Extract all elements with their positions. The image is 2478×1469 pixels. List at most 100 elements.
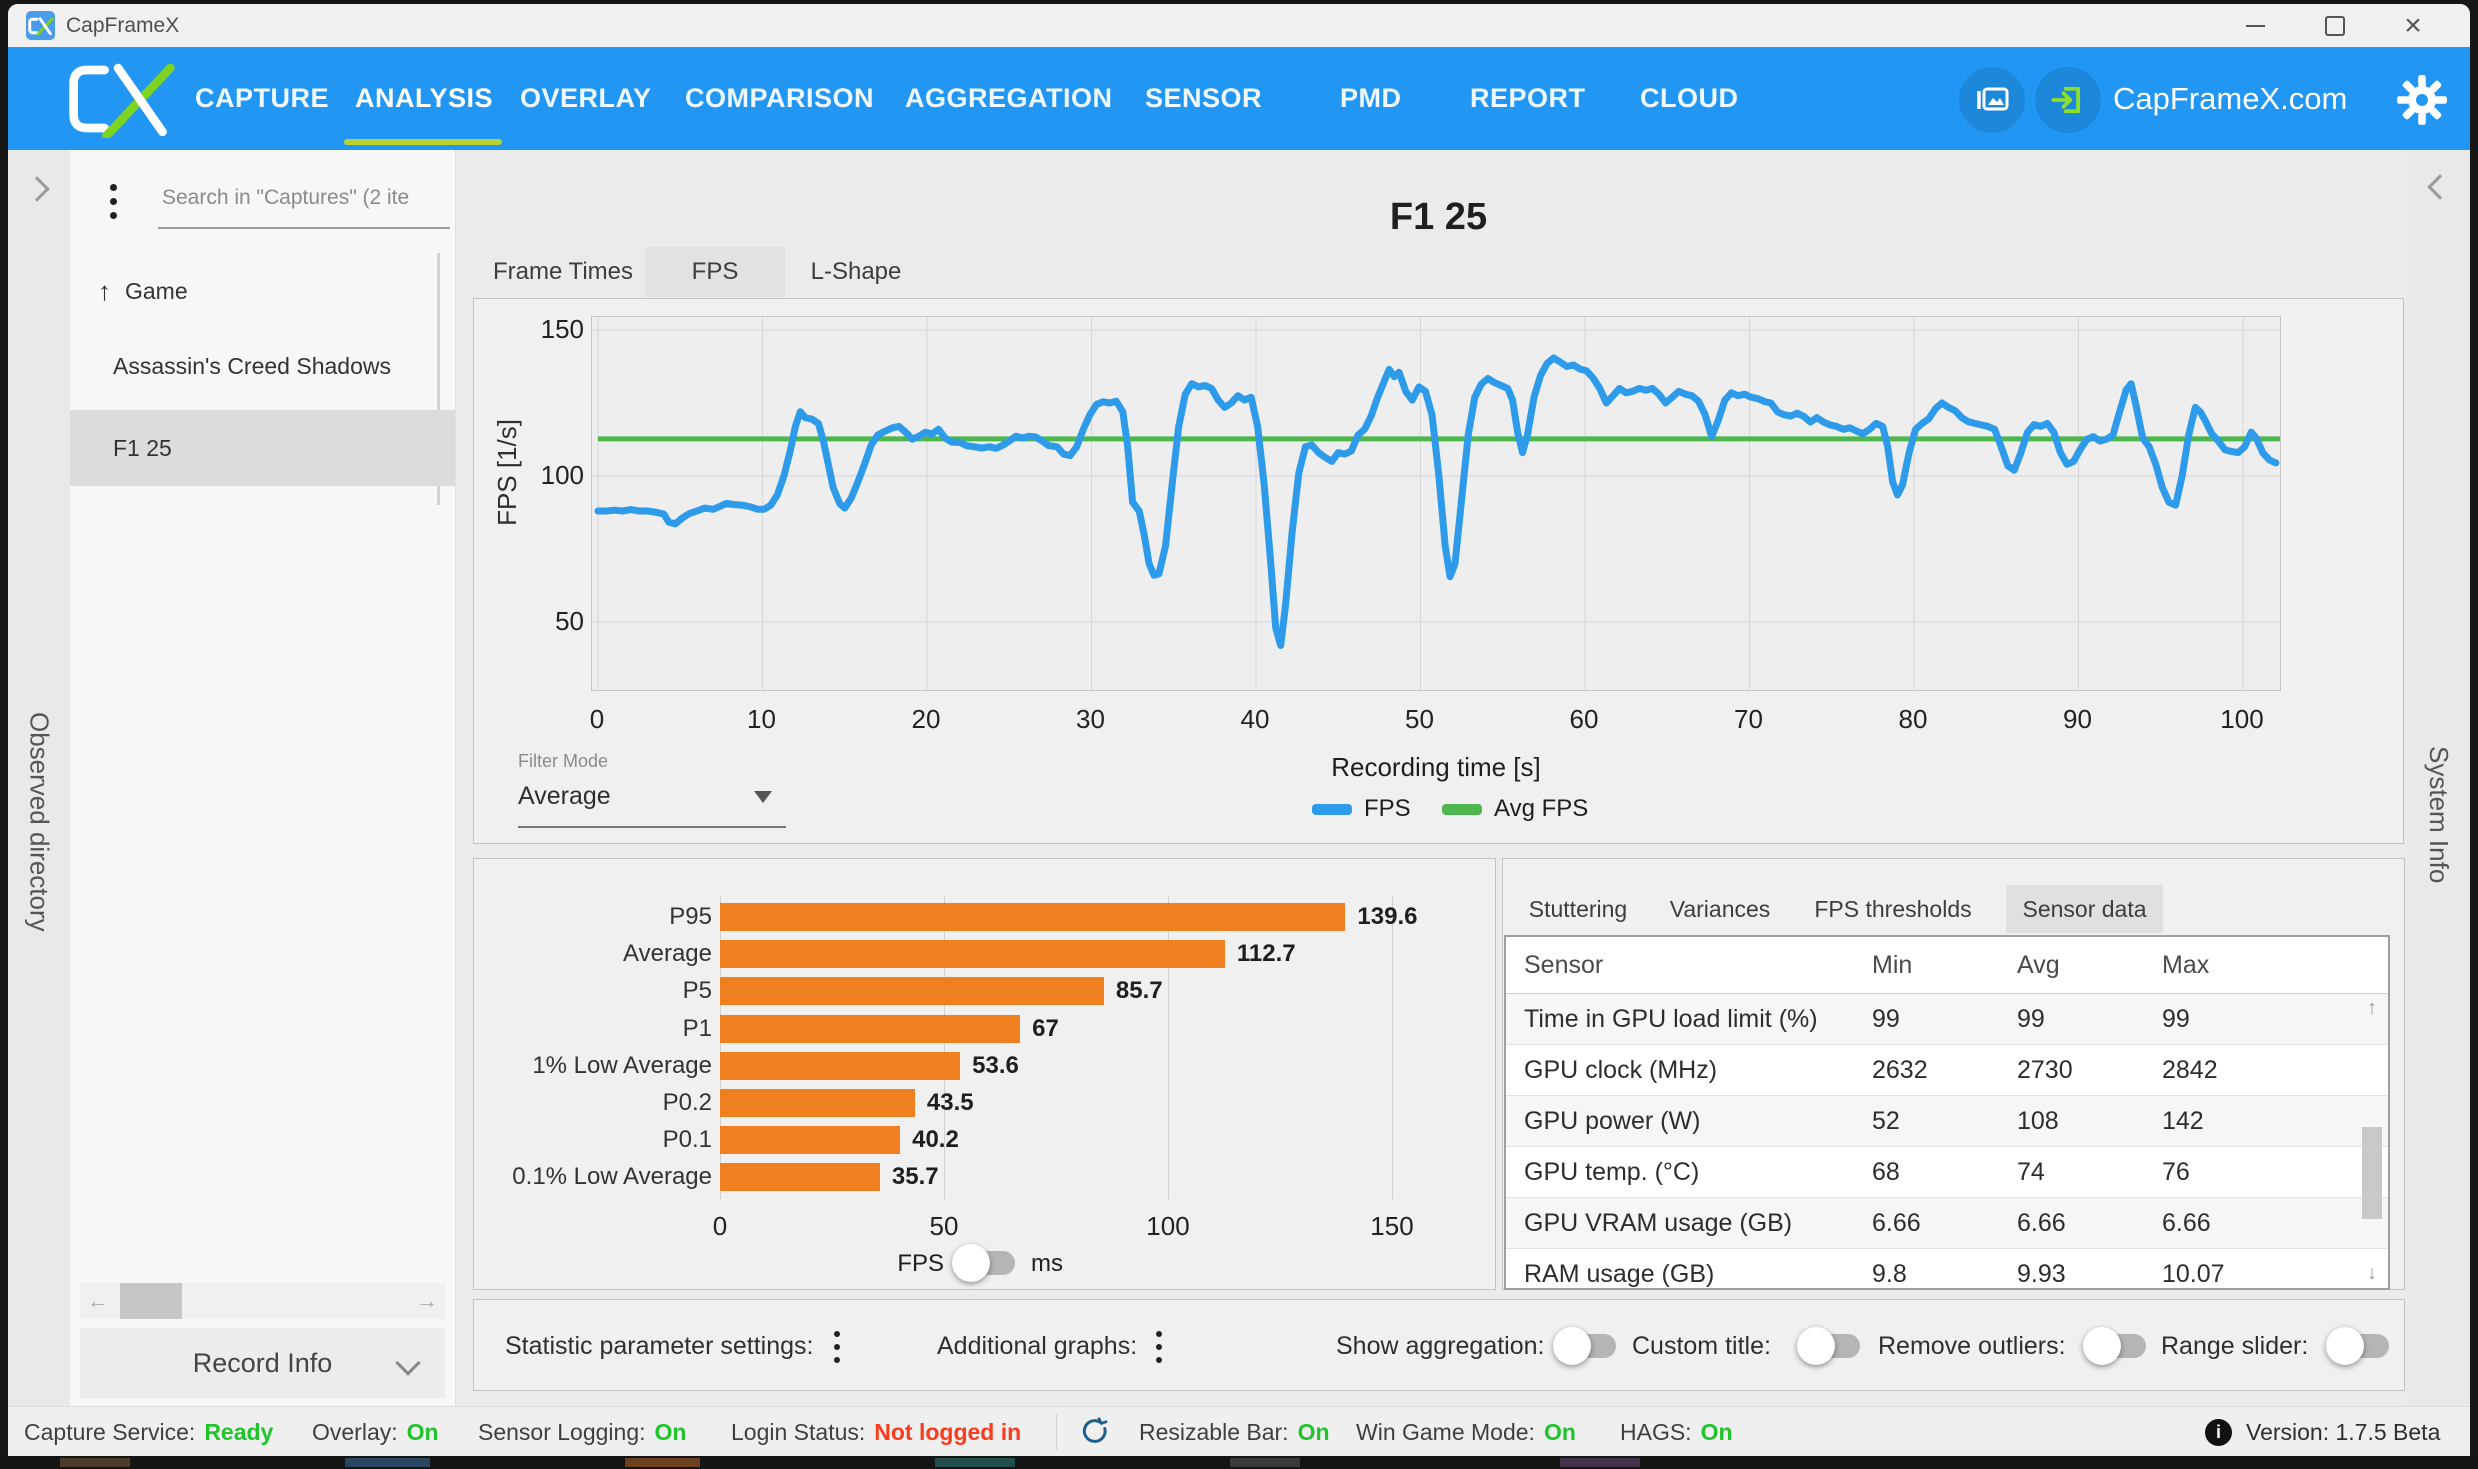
remove-outliers-toggle[interactable] [2083,1327,2146,1365]
status-label: Resizable Bar: [1139,1419,1289,1445]
sort-by-game[interactable]: ↑ Game [98,276,188,307]
refresh-icon[interactable] [1080,1417,1110,1447]
minimize-button[interactable] [2226,4,2284,47]
login-button[interactable] [2035,67,2101,133]
taskbar-blip [1230,1458,1300,1467]
controls-panel: Statistic parameter settings: Additional… [473,1299,2405,1391]
taskbar-blip [1560,1458,1640,1467]
scroll-left-icon[interactable]: ← [87,1288,109,1313]
nav-report[interactable]: REPORT [1470,83,1586,113]
ms-unit-label: ms [1031,1250,1063,1277]
screenshot-button[interactable] [1959,67,2025,133]
legend-fps-label: FPS [1364,795,1411,822]
sensor-table-row[interactable]: GPU power (W) 52 108 142 [1506,1096,2388,1147]
sensor-logging-status: Sensor Logging: On [478,1407,686,1456]
bar [720,1014,1021,1043]
fps-ms-toggle[interactable] [952,1244,1015,1282]
tab-fps-thresholds[interactable]: FPS thresholds [1814,896,1972,922]
left-rail: Observed directory [8,150,70,1406]
system-info-label[interactable]: System Info [2424,746,2454,884]
status-label: HAGS: [1620,1419,1692,1445]
capframex-site-link[interactable]: CapFrameX.com [2113,81,2348,116]
tab-stuttering[interactable]: Stuttering [1528,896,1628,922]
scroll-right-icon[interactable]: → [416,1288,438,1313]
expand-sidebar-icon[interactable] [24,176,50,202]
table-scrollbar-thumb[interactable] [2362,1127,2382,1219]
sensor-table-row[interactable]: Time in GPU load limit (%) 99 99 99 [1506,994,2388,1045]
list-item-ac-shadows[interactable]: Assassin's Creed Shadows [113,353,391,379]
bar-x-tick: 0 [712,1211,728,1241]
show-aggregation-toggle[interactable] [1553,1327,1616,1365]
status-label: Capture Service: [24,1419,196,1445]
scrollbar-thumb[interactable] [120,1283,182,1319]
dropdown-arrow-icon[interactable] [754,791,772,803]
nav-pmd[interactable]: PMD [1340,83,1402,113]
sort-label: Game [125,278,188,304]
sensor-table-cell: 2730 [2017,1056,2073,1084]
search-input[interactable]: Search in "Captures" (2 ite [162,186,410,209]
statistic-settings-menu-icon[interactable] [834,1331,840,1363]
captures-sidebar: Search in "Captures" (2 ite ↑ Game Assas… [70,150,456,1406]
status-value: Ready [204,1419,274,1445]
filter-mode-underline [518,826,786,828]
tab-fps[interactable]: FPS [645,247,785,297]
sensor-table-row[interactable]: GPU temp. (°C) 68 74 76 [1506,1147,2388,1198]
tab-frame-times[interactable]: Frame Times [492,258,633,285]
info-icon[interactable]: i [2205,1419,2232,1446]
legend-avg-swatch [1442,804,1482,815]
nav-overlay[interactable]: OVERLAY [520,83,652,113]
additional-graphs-menu-icon[interactable] [1156,1331,1162,1363]
nav-analysis[interactable]: ANALYSIS [355,83,494,113]
status-value: On [654,1419,687,1445]
sensor-table-cell: Time in GPU load limit (%) [1524,1005,1818,1033]
fps-plot[interactable] [591,316,2281,691]
status-label: Win Game Mode: [1356,1419,1535,1445]
expand-sysinfo-icon[interactable] [2427,174,2453,200]
bar [720,1089,915,1117]
bar-category-label: 1% Low Average [532,1051,712,1079]
sensor-table-cell: GPU VRAM usage (GB) [1524,1209,1793,1237]
kebab-menu-icon[interactable] [110,184,117,219]
nav-aggregation[interactable]: AGGREGATION [905,83,1113,113]
bar-category-label: Average [623,940,712,968]
toggle-knob [2083,1327,2121,1365]
filter-mode-select[interactable]: Average [518,782,611,810]
sidebar-scrollbar[interactable] [437,253,440,505]
status-label: Sensor Logging: [478,1419,646,1445]
nav-cloud[interactable]: CLOUD [1640,83,1739,113]
scroll-down-icon[interactable]: ↓ [2367,1262,2377,1284]
bar-value-label: 67 [1032,1014,1059,1042]
close-button[interactable]: × [2404,9,2422,42]
app-icon [26,11,55,40]
taskbar-blip [60,1458,130,1467]
win-game-mode-status: Win Game Mode: On [1356,1407,1576,1456]
nav-sensor[interactable]: SENSOR [1145,83,1263,113]
toggle-knob [1797,1327,1835,1365]
custom-title-toggle[interactable] [1797,1327,1860,1365]
sensor-table-body: Time in GPU load limit (%) 99 99 99 GPU cloc… [1506,994,2388,1288]
nav-capture[interactable]: CAPTURE [195,83,330,113]
nav-comparison[interactable]: COMPARISON [685,83,875,113]
x-tick: 80 [1898,704,1928,734]
record-info-button[interactable]: Record Info [80,1328,445,1398]
table-scrollbar[interactable]: ↑ ↓ [2359,995,2385,1287]
sensor-table-row[interactable]: GPU VRAM usage (GB) 6.66 6.66 6.66 [1506,1198,2388,1249]
sensor-table-row[interactable]: GPU clock (MHz) 2632 2730 2842 [1506,1045,2388,1096]
observed-directory-label[interactable]: Observed directory [24,712,55,932]
sensor-table-row[interactable]: RAM usage (GB) 9.8 9.93 10.07 [1506,1249,2388,1288]
gear-icon[interactable] [2396,74,2448,126]
status-value: Not logged in [874,1419,1022,1445]
range-slider-toggle[interactable] [2326,1327,2389,1365]
tab-sensor-data[interactable]: Sensor data [2006,885,2163,933]
sensor-table-cell: 2842 [2162,1056,2218,1084]
toggle-knob [952,1244,990,1282]
scroll-up-icon[interactable]: ↑ [2367,997,2377,1019]
remove-outliers-label: Remove outliers: [1878,1332,2066,1360]
active-tab-underline [344,139,502,145]
list-item-f1-25[interactable]: F1 25 [70,410,455,486]
tab-l-shape[interactable]: L-Shape [810,258,902,285]
maximize-button[interactable] [2306,4,2364,47]
stats-panel: Stuttering Variances FPS thresholds Sens… [1502,858,2405,1290]
horizontal-scrollbar[interactable]: ← → [80,1283,445,1319]
tab-variances[interactable]: Variances [1669,896,1771,922]
